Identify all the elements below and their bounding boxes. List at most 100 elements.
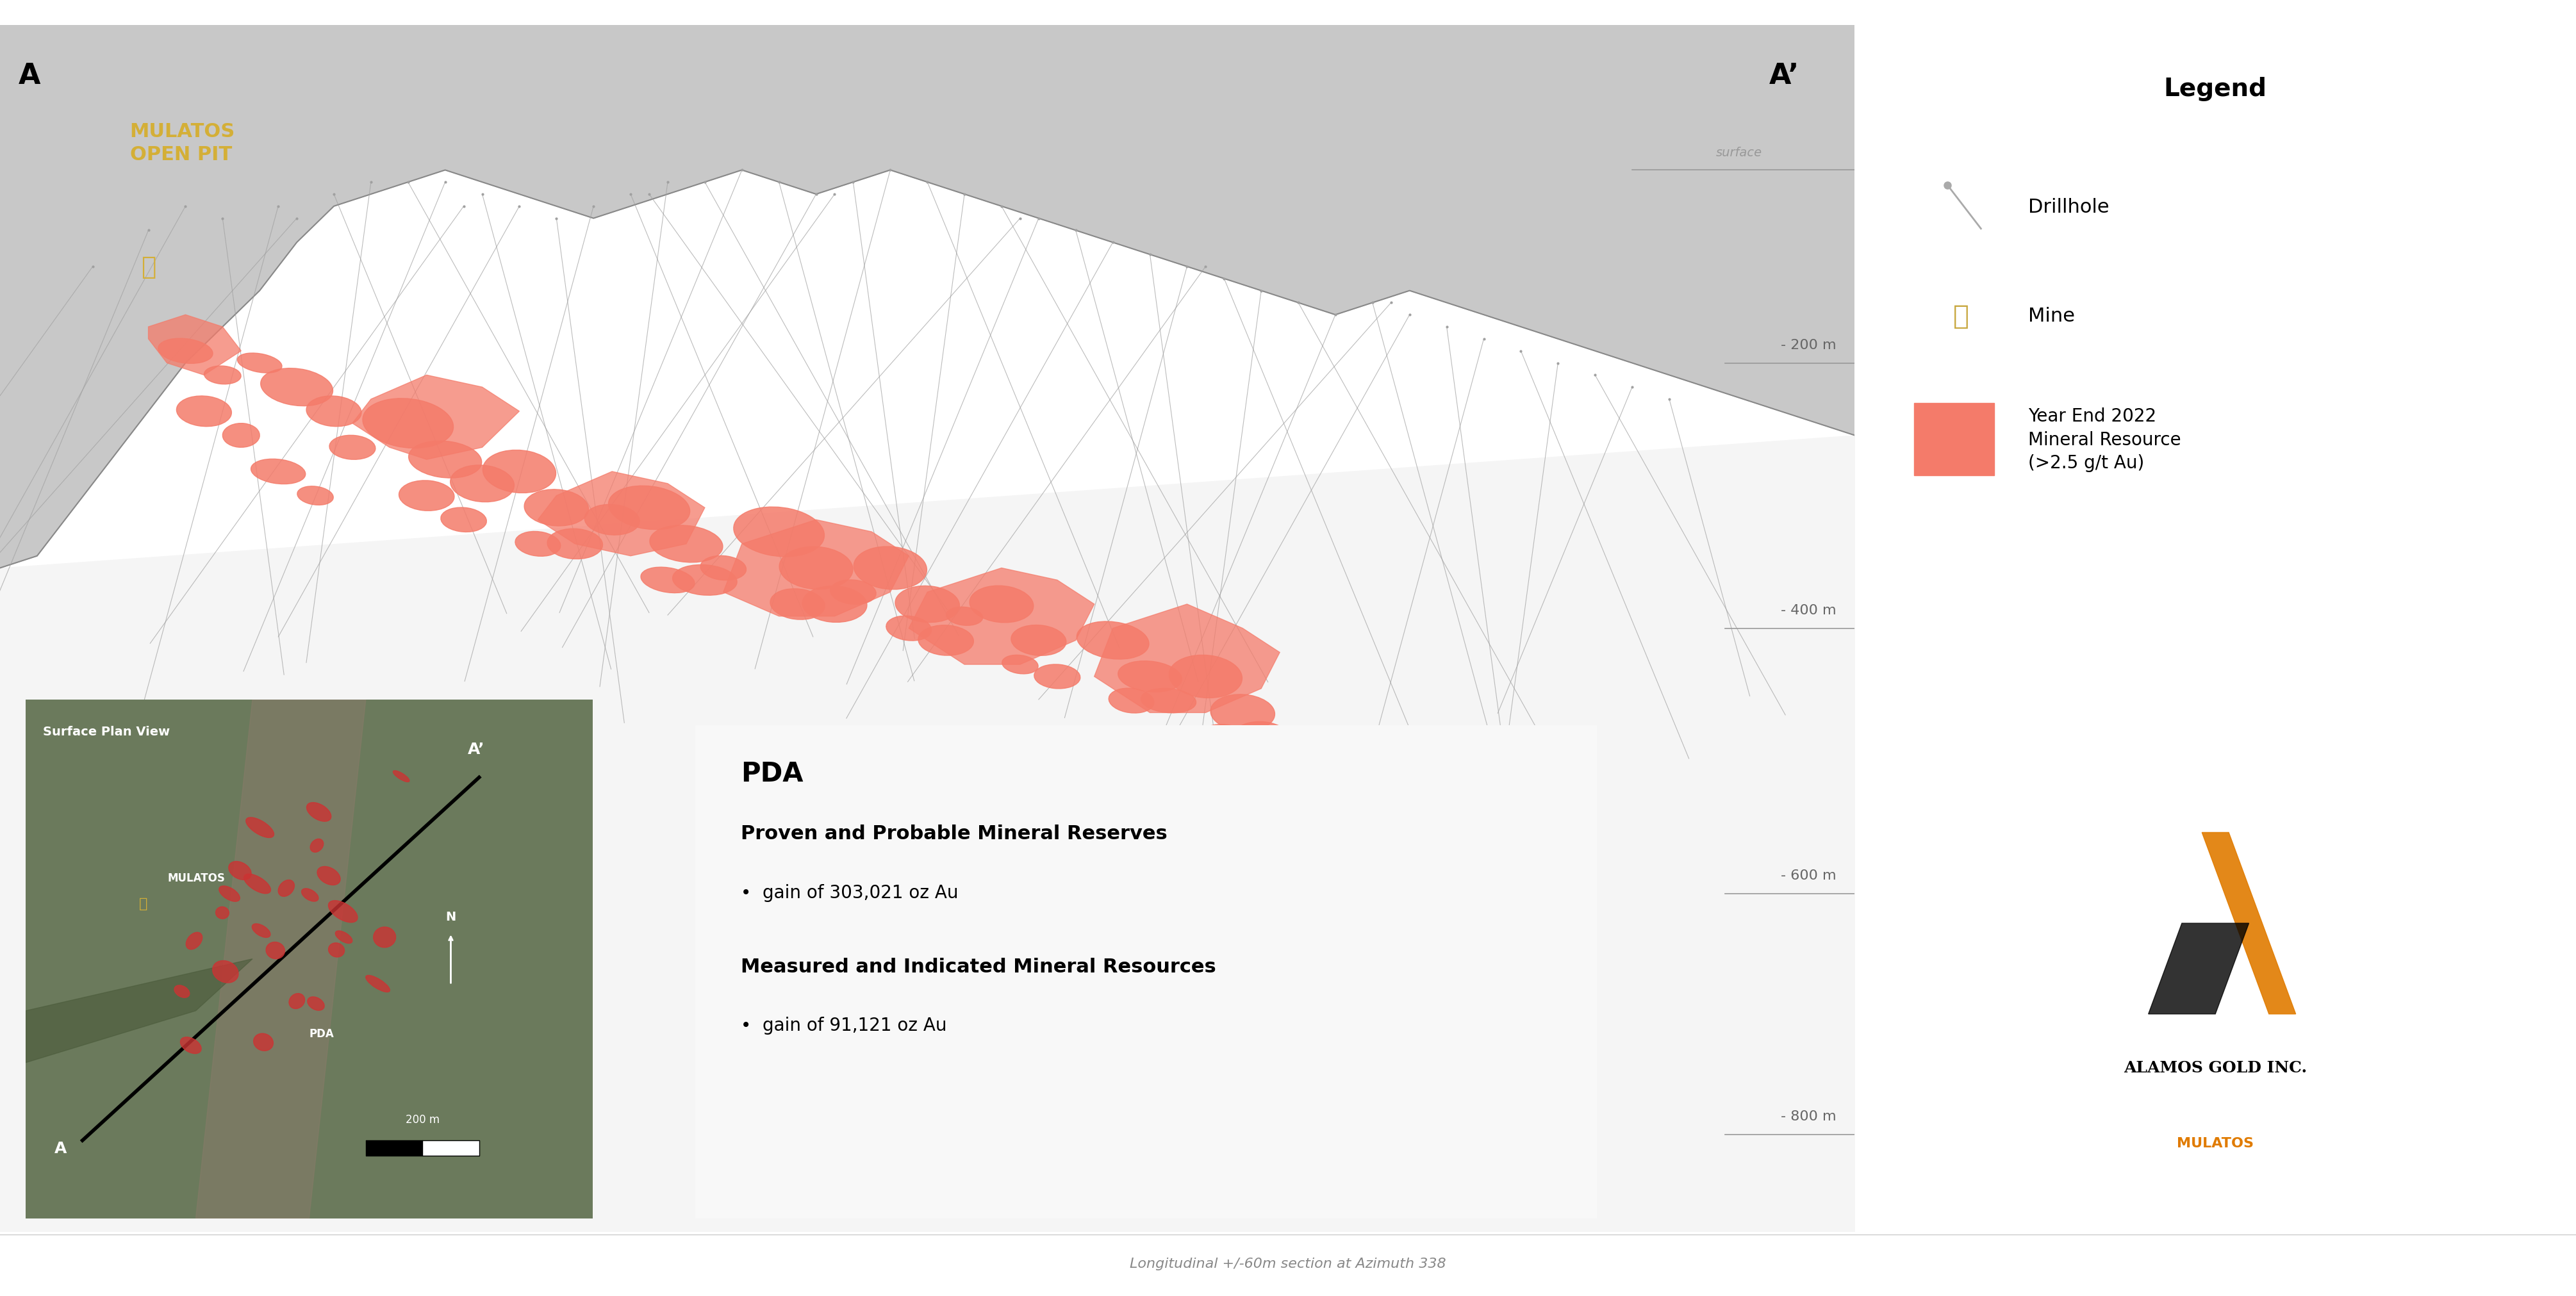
Ellipse shape	[278, 880, 294, 897]
Ellipse shape	[641, 568, 696, 594]
Text: - 600 m: - 600 m	[1780, 868, 1837, 881]
Ellipse shape	[451, 465, 515, 503]
Ellipse shape	[394, 771, 410, 783]
Ellipse shape	[1118, 661, 1182, 692]
Text: Longitudinal +/-60m section at Azimuth 338: Longitudinal +/-60m section at Azimuth 3…	[1131, 1257, 1445, 1270]
Ellipse shape	[229, 862, 252, 880]
Ellipse shape	[157, 338, 214, 364]
Ellipse shape	[399, 481, 453, 511]
Ellipse shape	[781, 547, 853, 590]
Ellipse shape	[327, 901, 358, 923]
Text: A: A	[54, 1140, 67, 1156]
Ellipse shape	[1211, 695, 1275, 731]
Text: Proven and Probable Mineral Reserves: Proven and Probable Mineral Reserves	[742, 824, 1167, 842]
Text: PDA: PDA	[742, 761, 804, 787]
Text: surface: surface	[1716, 146, 1762, 158]
Text: A: A	[18, 62, 41, 89]
Ellipse shape	[546, 529, 603, 560]
Ellipse shape	[608, 486, 690, 530]
Text: Year End 2022
Mineral Resource
(>2.5 g/t Au): Year End 2022 Mineral Resource (>2.5 g/t…	[2027, 407, 2182, 472]
Polygon shape	[26, 700, 592, 1218]
Ellipse shape	[301, 889, 319, 902]
Polygon shape	[2202, 833, 2295, 1013]
Ellipse shape	[917, 626, 974, 656]
Text: A’: A’	[1770, 62, 1798, 89]
Ellipse shape	[701, 556, 747, 581]
Ellipse shape	[1108, 688, 1154, 713]
Polygon shape	[909, 568, 1095, 665]
Ellipse shape	[237, 354, 281, 373]
Ellipse shape	[526, 490, 587, 526]
Text: N: N	[446, 911, 456, 923]
Ellipse shape	[1141, 688, 1195, 713]
FancyBboxPatch shape	[690, 723, 1602, 1221]
Text: Surface Plan View: Surface Plan View	[44, 726, 170, 737]
Ellipse shape	[1200, 724, 1247, 749]
Ellipse shape	[374, 927, 397, 947]
Ellipse shape	[945, 608, 981, 626]
Ellipse shape	[260, 368, 332, 407]
Ellipse shape	[180, 1037, 201, 1054]
Text: ⛏: ⛏	[1953, 303, 1968, 329]
Text: ⛏: ⛏	[139, 897, 147, 910]
Text: ALAMOS GOLD INC.: ALAMOS GOLD INC.	[2123, 1060, 2308, 1074]
Ellipse shape	[245, 874, 270, 894]
Ellipse shape	[245, 818, 273, 837]
Polygon shape	[724, 520, 909, 617]
Ellipse shape	[309, 839, 325, 853]
Polygon shape	[26, 959, 252, 1063]
Ellipse shape	[307, 802, 332, 822]
Ellipse shape	[649, 526, 724, 562]
Ellipse shape	[1170, 656, 1242, 699]
Text: MULATOS: MULATOS	[2177, 1137, 2254, 1150]
Ellipse shape	[801, 586, 868, 622]
Ellipse shape	[853, 547, 927, 590]
Ellipse shape	[1033, 665, 1079, 689]
Polygon shape	[196, 700, 366, 1218]
Ellipse shape	[222, 424, 260, 448]
Ellipse shape	[896, 586, 958, 623]
Ellipse shape	[829, 581, 876, 605]
Ellipse shape	[515, 531, 562, 557]
Ellipse shape	[482, 451, 556, 494]
Text: Legend: Legend	[2164, 76, 2267, 101]
Ellipse shape	[969, 586, 1033, 623]
Ellipse shape	[252, 1034, 273, 1051]
Ellipse shape	[886, 616, 933, 642]
Ellipse shape	[1077, 622, 1149, 660]
Polygon shape	[2148, 923, 2249, 1013]
Text: •  gain of 91,121 oz Au: • gain of 91,121 oz Au	[742, 1016, 945, 1034]
Ellipse shape	[265, 942, 286, 959]
Text: Measured and Indicated Mineral Resources: Measured and Indicated Mineral Resources	[742, 958, 1216, 976]
Polygon shape	[1095, 604, 1280, 713]
Ellipse shape	[178, 397, 232, 426]
Ellipse shape	[214, 960, 240, 982]
Text: 200 m: 200 m	[404, 1113, 440, 1125]
Text: MULATOS: MULATOS	[167, 872, 224, 884]
Ellipse shape	[440, 508, 487, 533]
Ellipse shape	[330, 435, 376, 460]
Text: - 400 m: - 400 m	[1780, 604, 1837, 617]
Ellipse shape	[250, 459, 307, 485]
Ellipse shape	[289, 994, 304, 1008]
Ellipse shape	[219, 886, 240, 902]
Polygon shape	[353, 376, 520, 460]
Text: A’: A’	[469, 741, 484, 757]
Ellipse shape	[1002, 656, 1038, 674]
Ellipse shape	[330, 943, 345, 958]
Ellipse shape	[185, 933, 204, 950]
Ellipse shape	[216, 907, 229, 919]
Text: •  gain of 303,021 oz Au: • gain of 303,021 oz Au	[742, 884, 958, 901]
Text: 150 m: 150 m	[1090, 1134, 1136, 1147]
Polygon shape	[149, 315, 242, 376]
Text: Drillhole: Drillhole	[2027, 198, 2110, 216]
Ellipse shape	[1234, 722, 1288, 752]
Ellipse shape	[296, 486, 332, 505]
Bar	[1914, 403, 1994, 476]
Text: PDA: PDA	[309, 1028, 335, 1039]
Ellipse shape	[1363, 879, 1419, 908]
Ellipse shape	[366, 976, 389, 993]
Text: MULATOS
OPEN PIT: MULATOS OPEN PIT	[129, 122, 234, 163]
Ellipse shape	[335, 931, 353, 943]
Ellipse shape	[410, 441, 482, 478]
